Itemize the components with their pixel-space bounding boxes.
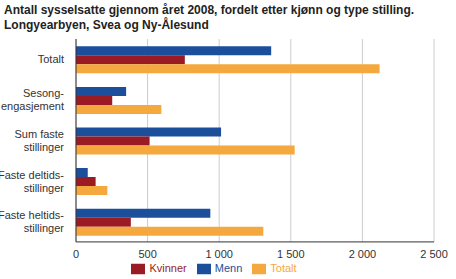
svg-text:Sesong-engasjement: Sesong-engasjement [8,87,64,112]
html-text:Totalt: Totalt [270,261,297,274]
html-text:Menn: Menn [214,261,243,274]
svg-text:2 000: 2 000 [349,248,377,260]
svg-text:1 500: 1 500 [277,248,305,260]
svg-text:0: 0 [73,248,79,260]
svg-text:Sum fastestillinger: Sum fastestillinger [14,128,64,153]
svg-text:Totalt: Totalt [38,53,64,65]
svg-text:1 000: 1 000 [205,248,233,260]
svg-text:500: 500 [138,248,156,260]
html-text:Antall sysselsatte gjennom åre: Antall sysselsatte gjennom året 2008, fo… [4,3,415,32]
svg-text:Faste deltids-stillinger: Faste deltids-stillinger [8,169,64,194]
svg-text:Faste heltids-stillinger: Faste heltids-stillinger [8,209,64,234]
html-text:Kvinner: Kvinner [149,261,187,274]
svg-text:2 500: 2 500 [420,248,448,260]
